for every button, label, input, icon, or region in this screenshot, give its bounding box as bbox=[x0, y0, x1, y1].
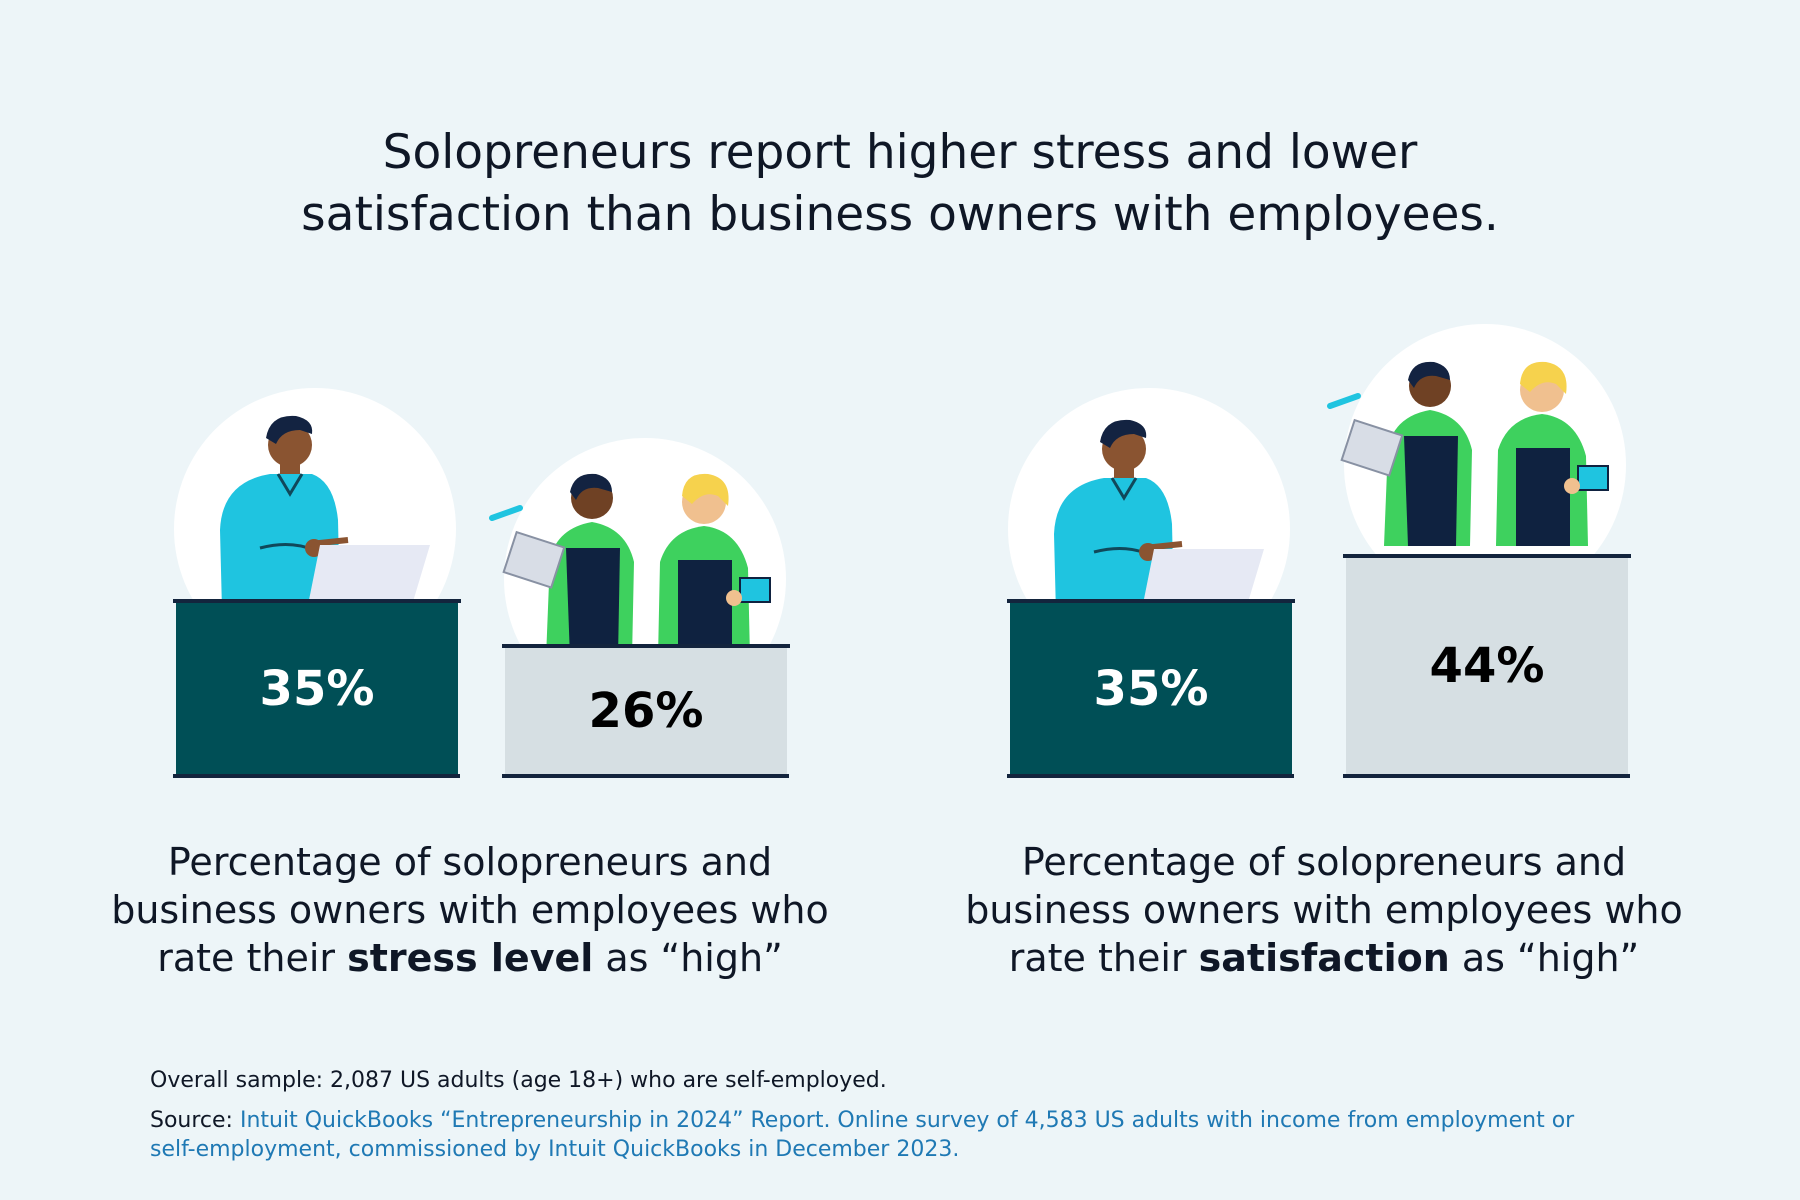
source-link[interactable]: Intuit QuickBooks “Entrepreneurship in 2… bbox=[150, 1108, 1575, 1162]
chart-title: Solopreneurs report higher stress and lo… bbox=[0, 122, 1800, 246]
baseline bbox=[1343, 774, 1630, 778]
bar-top-edge bbox=[173, 599, 461, 603]
bar-label-solopreneurs-satisfaction: 35% bbox=[1093, 660, 1209, 717]
solopreneur-illustration bbox=[1054, 419, 1264, 614]
caption-text: Percentage of solopreneurs and business … bbox=[965, 840, 1683, 980]
title-line-2: satisfaction than business owners with e… bbox=[301, 187, 1499, 242]
solopreneur-illustration bbox=[220, 415, 430, 610]
sample-note: Overall sample: 2,087 US adults (age 18+… bbox=[150, 1066, 1600, 1095]
bar-label-solopreneurs-stress: 35% bbox=[259, 660, 375, 717]
bar-employers-stress: 26% bbox=[505, 646, 787, 776]
caption-text: Percentage of solopreneurs and business … bbox=[111, 840, 829, 980]
bar-employers-satisfaction: 44% bbox=[1346, 556, 1628, 776]
team-illustration bbox=[1327, 361, 1609, 546]
source-note: Source: Intuit QuickBooks “Entrepreneurs… bbox=[150, 1106, 1600, 1164]
baseline bbox=[173, 774, 460, 778]
caption-emphasis: satisfaction bbox=[1198, 936, 1450, 980]
bar-top-edge bbox=[1007, 599, 1295, 603]
bar-top-edge bbox=[1343, 554, 1631, 558]
caption-emphasis: stress level bbox=[347, 936, 594, 980]
bar-solopreneurs-stress: 35% bbox=[176, 601, 458, 776]
baseline bbox=[1007, 774, 1294, 778]
stress-caption: Percentage of solopreneurs and business … bbox=[90, 838, 850, 982]
title-line-1: Solopreneurs report higher stress and lo… bbox=[382, 125, 1418, 180]
team-illustration bbox=[489, 473, 771, 658]
baseline bbox=[502, 774, 789, 778]
sample-text: Overall sample: 2,087 US adults (age 18+… bbox=[150, 1068, 887, 1093]
caption-suffix: as “high” bbox=[1461, 936, 1640, 980]
caption-suffix: as “high” bbox=[605, 936, 783, 980]
source-label: Source: bbox=[150, 1108, 240, 1133]
satisfaction-caption: Percentage of solopreneurs and business … bbox=[944, 838, 1704, 982]
bar-label-employers-satisfaction: 44% bbox=[1429, 638, 1545, 694]
bar-solopreneurs-satisfaction: 35% bbox=[1010, 601, 1292, 776]
bar-label-employers-stress: 26% bbox=[588, 683, 704, 739]
bar-top-edge bbox=[502, 644, 790, 648]
